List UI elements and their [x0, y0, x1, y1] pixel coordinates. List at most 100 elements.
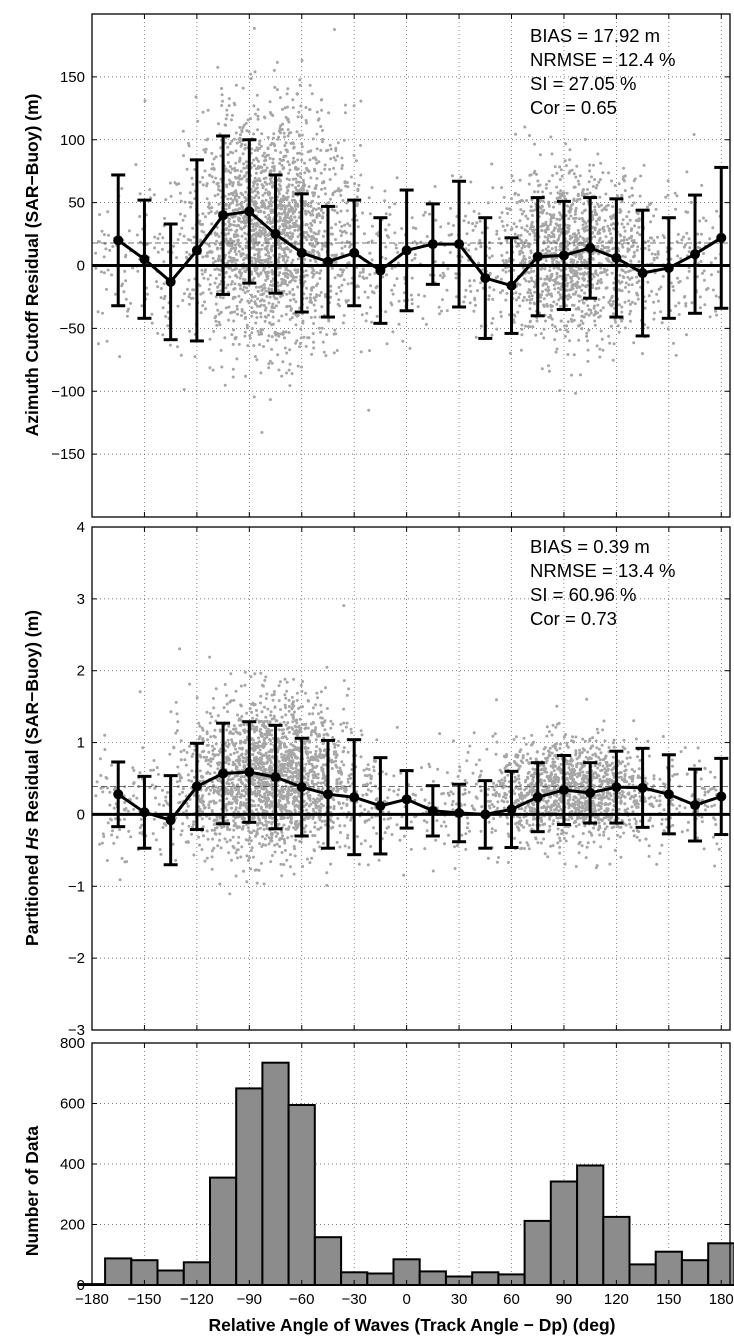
scatter-point: [319, 171, 323, 175]
scatter-point: [621, 218, 625, 222]
scatter-point: [293, 242, 297, 246]
scatter-point: [714, 294, 718, 298]
scatter-point: [547, 369, 551, 373]
scatter-point: [240, 308, 244, 311]
scatter-point: [622, 238, 626, 242]
scatter-point: [260, 258, 264, 262]
scatter-point: [239, 183, 243, 187]
scatter-point: [468, 279, 472, 283]
scatter-point: [290, 261, 294, 265]
scatter-point: [153, 246, 157, 250]
scatter-point: [281, 122, 285, 126]
scatter-point: [175, 729, 179, 733]
scatter-point: [463, 295, 467, 299]
scatter-point: [391, 330, 395, 334]
scatter-point: [467, 221, 471, 225]
scatter-point: [320, 305, 324, 309]
scatter-point: [312, 303, 316, 307]
scatter-point: [283, 144, 287, 148]
scatter-point: [249, 72, 253, 76]
scatter-point: [223, 123, 227, 127]
scatter-point: [582, 278, 586, 282]
scatter-point: [331, 825, 335, 829]
scatter-point: [123, 269, 127, 273]
scatter-point: [256, 148, 260, 152]
scatter-point: [262, 258, 266, 262]
scatter-point: [239, 144, 243, 148]
scatter-point: [508, 351, 512, 355]
scatter-point: [561, 192, 565, 196]
scatter-point: [271, 284, 275, 288]
scatter-point: [286, 283, 289, 287]
scatter-point: [322, 350, 326, 354]
scatter-point: [309, 292, 313, 296]
scatter-point: [674, 353, 678, 357]
scatter-point: [397, 299, 401, 303]
scatter-point: [330, 208, 334, 212]
scatter-point: [591, 185, 595, 188]
scatter-point: [272, 132, 276, 136]
scatter-point: [182, 154, 185, 158]
scatter-point: [309, 830, 312, 834]
scatter-point: [233, 194, 237, 198]
scatter-point: [568, 339, 572, 343]
scatter-point: [542, 297, 546, 301]
scatter-point: [285, 371, 289, 375]
scatter-point: [292, 156, 296, 160]
scatter-point: [238, 136, 242, 140]
scatter-point: [577, 217, 581, 221]
scatter-point: [387, 205, 391, 209]
scatter-point: [276, 353, 280, 357]
scatter-point: [258, 756, 262, 760]
scatter-point: [579, 373, 582, 377]
scatter-point: [545, 275, 549, 278]
scatter-point: [276, 178, 280, 182]
scatter-point: [556, 191, 560, 195]
scatter-point: [600, 208, 604, 212]
scatter-point: [192, 235, 196, 239]
scatter-point: [578, 285, 582, 289]
scatter-point: [262, 283, 266, 287]
scatter-point: [205, 251, 209, 255]
scatter-point: [603, 219, 607, 223]
scatter-point: [260, 229, 264, 233]
scatter-point: [488, 285, 492, 289]
scatter-point: [331, 193, 335, 197]
scatter-point: [558, 328, 562, 332]
scatter-point: [345, 201, 349, 205]
scatter-point: [528, 232, 532, 236]
scatter-point: [606, 259, 610, 263]
scatter-point: [575, 199, 579, 203]
scatter-point: [292, 732, 296, 736]
scatter-point: [300, 115, 304, 119]
scatter-point: [308, 300, 312, 304]
scatter-point: [315, 110, 319, 114]
scatter-point: [558, 223, 562, 227]
scatter-point: [284, 233, 287, 237]
scatter-point: [259, 209, 263, 213]
scatter-point: [337, 298, 341, 302]
scatter-point: [540, 367, 544, 371]
scatter-point: [227, 224, 231, 228]
scatter-point: [263, 234, 267, 238]
scatter-point: [572, 172, 576, 176]
scatter-point: [624, 281, 628, 285]
scatter-point: [230, 280, 234, 284]
scatter-point: [223, 683, 227, 686]
scatter-point: [237, 342, 241, 346]
scatter-point: [315, 745, 319, 749]
scatter-point: [616, 194, 620, 198]
scatter-point: [526, 291, 530, 294]
scatter-point: [228, 255, 232, 259]
scatter-point: [238, 158, 242, 162]
scatter-point: [324, 192, 327, 196]
scatter-point: [572, 272, 576, 276]
scatter-point: [323, 229, 327, 233]
scatter-point: [200, 272, 204, 276]
scatter-point: [711, 226, 715, 230]
scatter-point: [218, 729, 222, 733]
scatter-point: [229, 197, 233, 201]
scatter-point: [273, 85, 277, 89]
scatter-point: [578, 272, 582, 276]
scatter-point: [286, 247, 290, 251]
